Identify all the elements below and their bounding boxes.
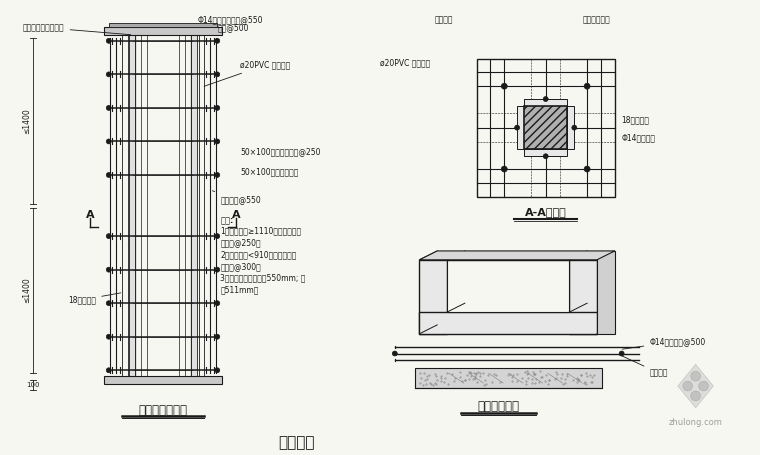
Text: 钢管固定支架: 钢管固定支架 (582, 15, 610, 24)
Text: 柱帽模板大样: 柱帽模板大样 (477, 400, 519, 413)
Text: A: A (86, 210, 94, 220)
Bar (568, 106, 575, 149)
Bar (420, 312, 597, 334)
Circle shape (572, 125, 577, 130)
Circle shape (691, 371, 701, 381)
Circle shape (215, 72, 220, 77)
Circle shape (106, 38, 111, 43)
Text: 1、柱截面宽≥1110以上，柱模背: 1、柱截面宽≥1110以上，柱模背 (220, 226, 302, 235)
Bar (414, 368, 602, 388)
Circle shape (215, 334, 220, 339)
Circle shape (584, 83, 590, 89)
Circle shape (106, 334, 111, 339)
Circle shape (106, 139, 111, 144)
Polygon shape (420, 251, 615, 260)
Text: A: A (232, 210, 240, 220)
Circle shape (515, 125, 520, 130)
Text: Φ14对拉螺栓@500: Φ14对拉螺栓@500 (622, 337, 705, 349)
Text: 撑木枋@250。: 撑木枋@250。 (220, 238, 261, 247)
Circle shape (619, 351, 624, 356)
Bar (524, 106, 568, 149)
Text: 50×100木枋（背楞）: 50×100木枋（背楞） (240, 167, 299, 176)
Bar (191, 33, 197, 378)
Bar (104, 27, 222, 35)
Bar (129, 33, 135, 378)
Text: ≤1400: ≤1400 (22, 108, 31, 134)
Bar (477, 59, 615, 197)
Text: （图四）: （图四） (278, 435, 315, 450)
Circle shape (106, 234, 111, 238)
Text: 2、柱截面宽<910以下，柱模背: 2、柱截面宽<910以下，柱模背 (220, 250, 296, 259)
Circle shape (215, 301, 220, 306)
Bar (104, 376, 222, 384)
Text: 18厚九夹板: 18厚九夹板 (68, 293, 121, 304)
Bar (524, 99, 568, 106)
Bar (447, 260, 569, 312)
Circle shape (392, 351, 397, 356)
Text: A-A剖面图: A-A剖面图 (525, 207, 566, 217)
Circle shape (106, 72, 111, 77)
Bar (109, 23, 217, 27)
Text: 18厚九夹板: 18厚九夹板 (622, 116, 650, 125)
Text: Φ14对拉螺栓: Φ14对拉螺栓 (622, 134, 656, 142)
Text: ø20PVC 塑料套管: ø20PVC 塑料套管 (204, 61, 290, 86)
Bar (524, 149, 568, 156)
Circle shape (215, 368, 220, 373)
Text: 钢管夹具@550: 钢管夹具@550 (212, 191, 261, 204)
Circle shape (691, 391, 701, 401)
Circle shape (215, 38, 220, 43)
Bar (420, 260, 447, 334)
Text: 向511mm。: 向511mm。 (220, 285, 258, 294)
Circle shape (106, 172, 111, 177)
Circle shape (215, 234, 220, 238)
Circle shape (682, 381, 692, 391)
Text: ø20PVC 塑料套管: ø20PVC 塑料套管 (380, 59, 430, 68)
Bar (597, 251, 615, 334)
Text: 3、柱模件间距：竖向550mm; 横: 3、柱模件间距：竖向550mm; 横 (220, 273, 306, 283)
Bar (517, 106, 524, 149)
Circle shape (543, 96, 548, 101)
Circle shape (215, 106, 220, 111)
Text: 钢管夹具: 钢管夹具 (619, 354, 668, 377)
Circle shape (502, 166, 507, 172)
Circle shape (215, 267, 220, 272)
Polygon shape (678, 364, 714, 408)
Text: 撑木枋@300。: 撑木枋@300。 (220, 262, 261, 271)
Text: 横向@500: 横向@500 (217, 23, 249, 32)
Circle shape (215, 172, 220, 177)
Circle shape (698, 381, 708, 391)
Circle shape (543, 154, 548, 159)
Text: zhulong.com: zhulong.com (669, 418, 723, 427)
Bar (569, 260, 597, 334)
Circle shape (106, 301, 111, 306)
Text: 说明:: 说明: (220, 217, 233, 225)
Circle shape (215, 139, 220, 144)
Text: 50×100木枋（背楞）@250: 50×100木枋（背楞）@250 (240, 147, 321, 157)
Circle shape (106, 368, 111, 373)
Circle shape (584, 166, 590, 172)
Text: 柱模立面大样图: 柱模立面大样图 (138, 404, 188, 417)
Circle shape (502, 83, 507, 89)
Text: 红油漆涂上轴线标志: 红油漆涂上轴线标志 (23, 23, 131, 35)
Text: 钢筋砼柱: 钢筋砼柱 (434, 15, 453, 24)
Circle shape (106, 106, 111, 111)
Text: Φ14对拉螺栓竖向@550: Φ14对拉螺栓竖向@550 (198, 15, 263, 24)
Text: 100: 100 (26, 382, 40, 388)
Text: ≤1400: ≤1400 (22, 278, 31, 303)
Circle shape (106, 267, 111, 272)
